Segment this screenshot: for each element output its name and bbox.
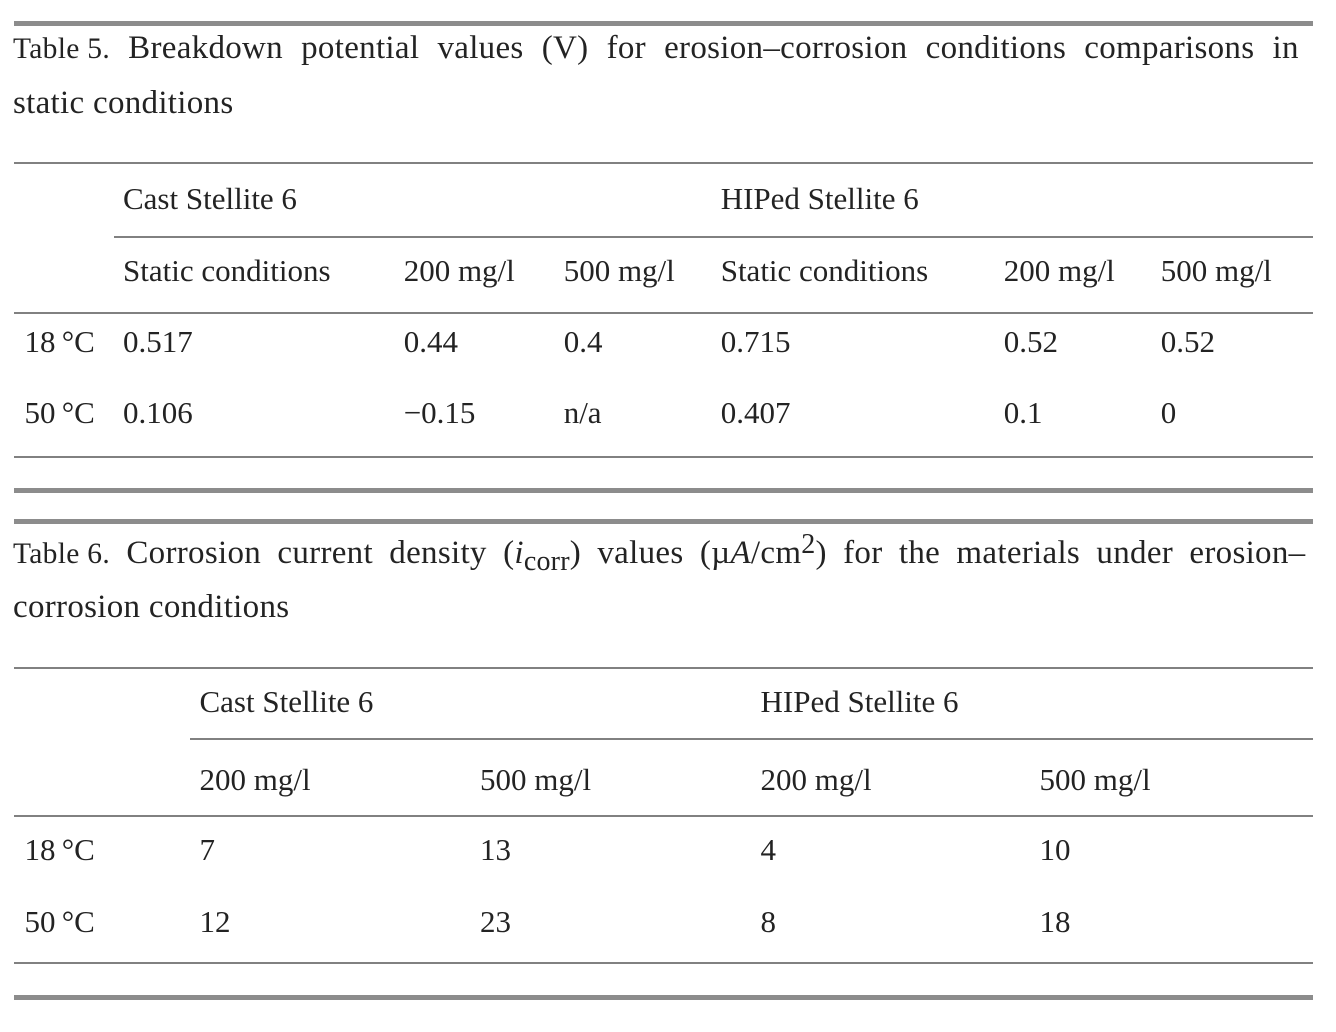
table6-cell: 10 bbox=[1039, 831, 1071, 867]
table6-subheader-500-cast: 500 mg/l bbox=[470, 738, 751, 817]
table6-cell: 23 bbox=[470, 888, 751, 964]
table5-cell: 0.517 bbox=[123, 324, 193, 359]
table5-corner-cell bbox=[14, 163, 114, 237]
table6-cell: 18 bbox=[1030, 888, 1314, 964]
table5-subheader-200-hiped: 200 mg/l bbox=[994, 237, 1152, 314]
table6-bottom-rule bbox=[14, 995, 1313, 1000]
table6-group-cast: Cast Stellite 6 bbox=[190, 668, 751, 740]
table6-caption: Table 6. Corrosion current density (icor… bbox=[13, 527, 1312, 634]
table6-caption-text-line1: Corrosion current density (icorr) values… bbox=[126, 528, 1306, 578]
table6-row-18c: 18 °C 7 13 4 10 bbox=[14, 816, 1313, 889]
table5-cell: 0.715 bbox=[720, 324, 791, 359]
table6-rowlabel-18c: 18 °C bbox=[24, 831, 95, 867]
table5-caption: Table 5. Breakdown potential values (V) … bbox=[13, 21, 1312, 130]
table5-cell: 0.106 bbox=[113, 384, 395, 458]
table5-row-18c: 18 °C 0.517 0.44 0.4 0.715 0.52 0.52 bbox=[14, 313, 1313, 385]
table6-cell: 8 bbox=[751, 888, 1030, 964]
table5-cell: 0.52 bbox=[1003, 324, 1058, 359]
table6-subheader-200-hiped: 200 mg/l bbox=[751, 738, 1030, 817]
table5-subheader-corner bbox=[14, 237, 114, 314]
table5-subheader-200-cast: 200 mg/l bbox=[394, 237, 555, 314]
table5-top-rule bbox=[14, 21, 1313, 26]
table5-group-cast: Cast Stellite 6 bbox=[113, 163, 712, 238]
table5-label: Table 5. bbox=[13, 33, 110, 66]
table5-subheader-500-cast: 500 mg/l bbox=[554, 237, 712, 314]
table6-row-50c: 50 °C 12 23 8 18 bbox=[14, 888, 1314, 964]
table6-group-header-row: Cast Stellite 6 HIPed Stellite 6 bbox=[14, 668, 1314, 740]
table6-cell: 7 bbox=[199, 831, 216, 867]
table6-subheader-200-cast: 200 mg/l bbox=[190, 738, 471, 817]
table5-cell: n/a bbox=[554, 384, 712, 458]
table6-cell: 13 bbox=[480, 831, 511, 867]
table5-cell: 0.44 bbox=[403, 324, 458, 359]
table6-cell: 12 bbox=[190, 888, 471, 964]
table6-corner-cell bbox=[14, 668, 190, 739]
table5-row-50c: 50 °C 0.106 −0.15 n/a 0.407 0.1 0 bbox=[14, 384, 1314, 458]
table5-subheader-static-hiped: Static conditions bbox=[711, 237, 995, 314]
table5-caption-text-line1: Breakdown potential values (V) for erosi… bbox=[128, 30, 1299, 67]
table5-cell: −0.15 bbox=[394, 384, 555, 458]
table5-cell: 0.407 bbox=[711, 384, 995, 458]
table5-cell: 0.4 bbox=[563, 324, 603, 359]
table6-caption-line1: Table 6. Corrosion current density (icor… bbox=[13, 528, 1306, 578]
table6-rowlabel-50c: 50 °C bbox=[14, 888, 190, 964]
table5-group-hiped: HIPed Stellite 6 bbox=[711, 163, 1314, 238]
table5-cell: 0.52 bbox=[1160, 324, 1215, 359]
table6-subheader-500-hiped: 500 mg/l bbox=[1030, 738, 1314, 817]
table6-subheader-row: 200 mg/l 500 mg/l 200 mg/l 500 mg/l bbox=[14, 738, 1314, 817]
table5-group-header-row: Cast Stellite 6 HIPed Stellite 6 bbox=[14, 163, 1314, 238]
table5-subheader-500-hiped: 500 mg/l bbox=[1151, 237, 1314, 314]
table5: Cast Stellite 6 HIPed Stellite 6 Static … bbox=[14, 162, 1314, 458]
table5-bottom-rule bbox=[14, 488, 1313, 493]
table5-rowlabel-50c: 50 °C bbox=[14, 384, 114, 458]
table5-subheader-row: Static conditions 200 mg/l 500 mg/l Stat… bbox=[14, 237, 1314, 314]
table6-group-hiped: HIPed Stellite 6 bbox=[751, 668, 1314, 740]
table6-top-rule bbox=[14, 519, 1313, 524]
table6: Cast Stellite 6 HIPed Stellite 6 200 mg/… bbox=[14, 667, 1314, 964]
table5-cell: 0.1 bbox=[994, 384, 1152, 458]
table5-caption-text-line2: static conditions bbox=[13, 85, 234, 122]
table5-cell: 0 bbox=[1151, 384, 1314, 458]
table5-subheader-static-cast: Static conditions bbox=[113, 237, 395, 314]
table6-caption-text-line2: corrosion conditions bbox=[13, 589, 290, 626]
table5-rowlabel-18c: 18 °C bbox=[24, 324, 95, 359]
table6-cell: 4 bbox=[760, 831, 777, 867]
table6-label: Table 6. bbox=[13, 538, 110, 571]
table6-subheader-corner bbox=[14, 738, 190, 817]
table5-caption-line1: Table 5. Breakdown potential values (V) … bbox=[13, 30, 1299, 66]
